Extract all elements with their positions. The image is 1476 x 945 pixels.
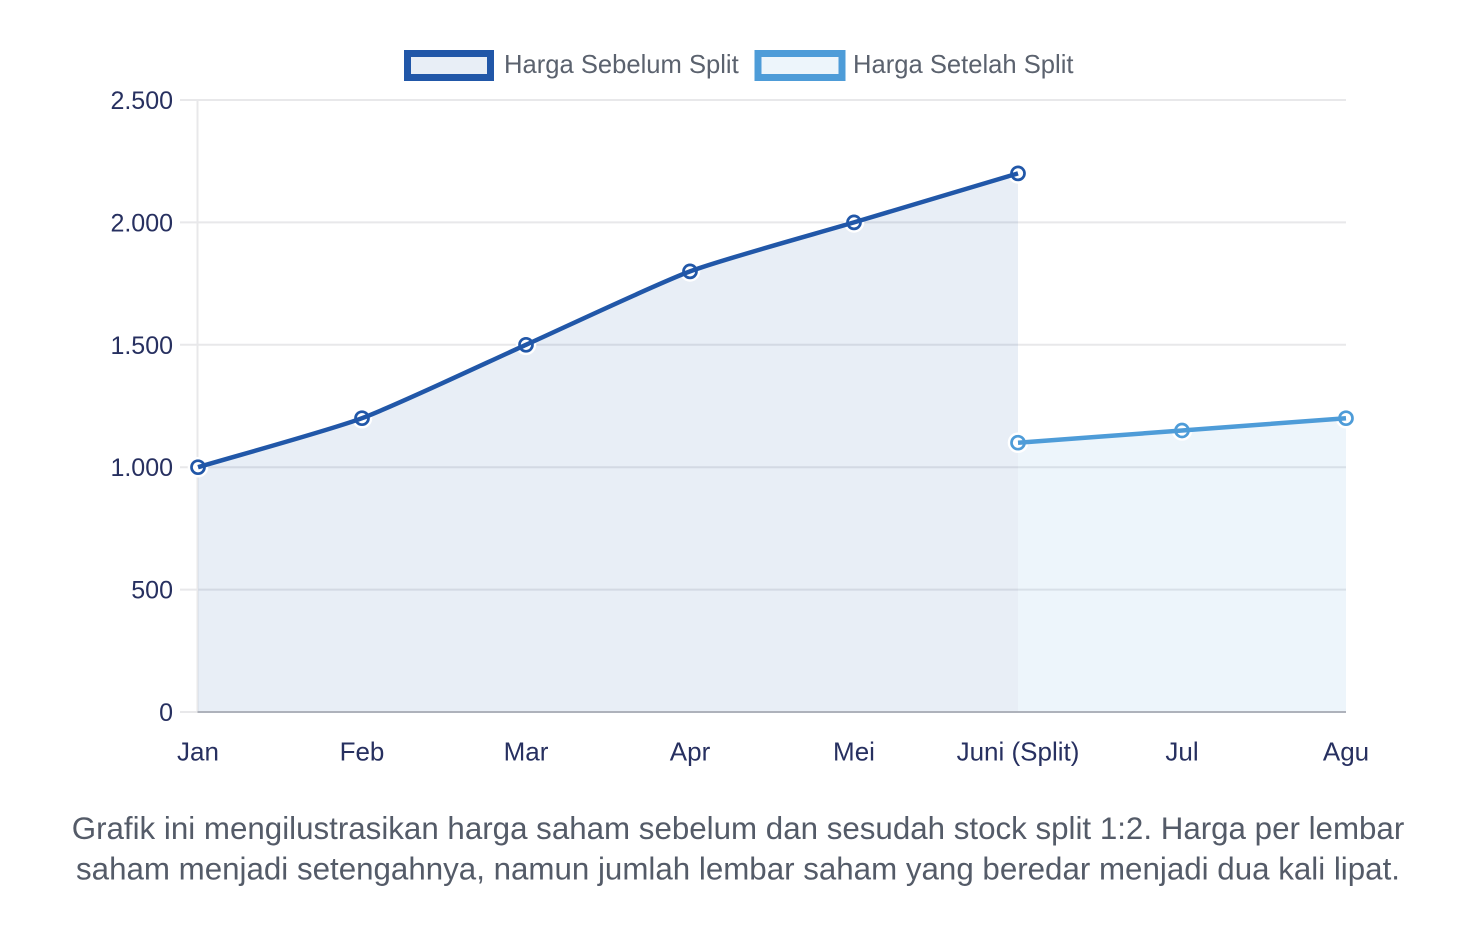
svg-text:Apr: Apr — [670, 737, 711, 767]
svg-text:saham menjadi setengahnya, nam: saham menjadi setengahnya, namun jumlah … — [76, 852, 1400, 887]
svg-text:Harga Setelah Split: Harga Setelah Split — [853, 51, 1074, 79]
svg-text:0: 0 — [159, 699, 173, 727]
svg-text:Jan: Jan — [177, 737, 219, 767]
svg-text:2.000: 2.000 — [110, 209, 173, 237]
svg-text:Feb: Feb — [340, 737, 385, 767]
svg-text:Mar: Mar — [504, 737, 549, 767]
svg-text:Agu: Agu — [1323, 737, 1369, 767]
svg-text:Juni (Split): Juni (Split) — [957, 737, 1080, 767]
svg-text:2.500: 2.500 — [110, 87, 173, 115]
svg-text:Grafik ini mengilustrasikan ha: Grafik ini mengilustrasikan harga saham … — [72, 811, 1405, 846]
svg-text:1.500: 1.500 — [110, 332, 173, 360]
svg-text:500: 500 — [131, 577, 173, 605]
svg-text:Mei: Mei — [833, 737, 875, 767]
svg-text:1.000: 1.000 — [110, 454, 173, 482]
svg-text:Jul: Jul — [1165, 737, 1198, 767]
svg-text:Harga Sebelum Split: Harga Sebelum Split — [504, 51, 739, 79]
